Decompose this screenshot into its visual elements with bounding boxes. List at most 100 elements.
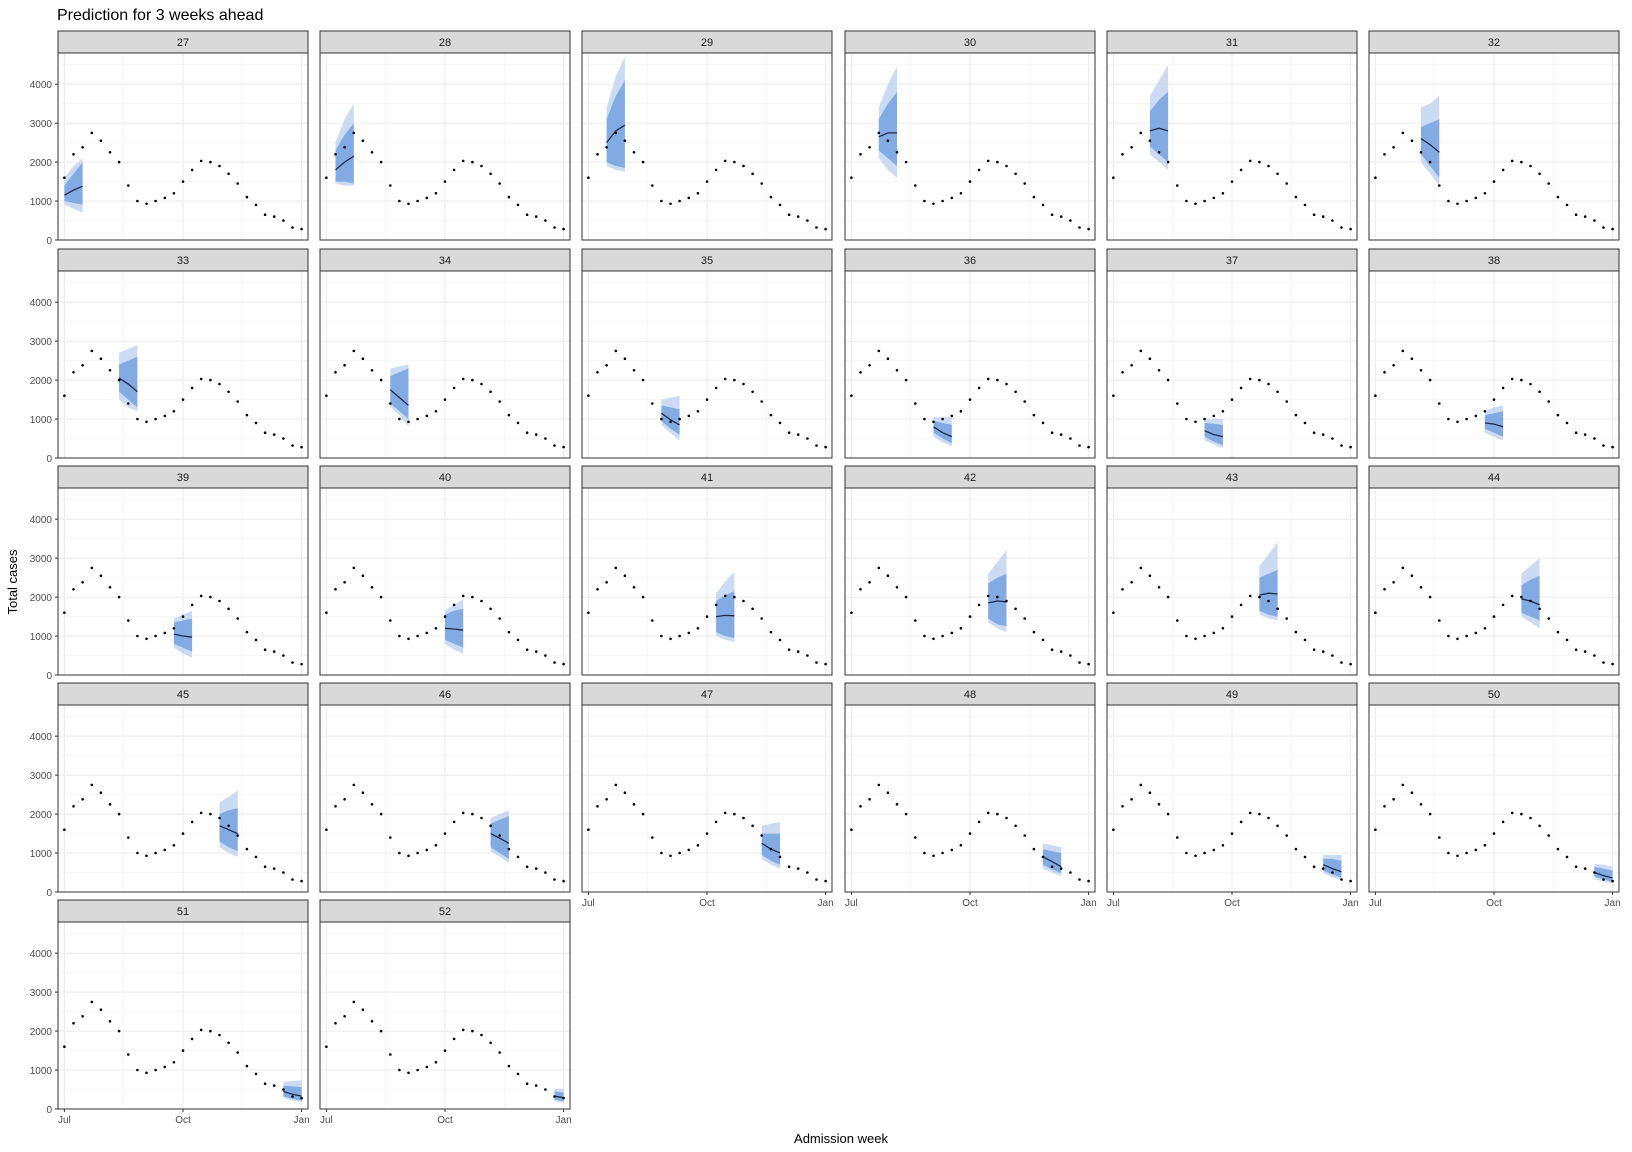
observed-point [1392, 364, 1395, 367]
observed-point [291, 226, 294, 229]
observed-point [236, 400, 239, 403]
observed-point [1112, 394, 1115, 398]
observed-point [1112, 828, 1115, 831]
observed-point [282, 871, 285, 874]
observed-point [154, 1068, 157, 1072]
observed-point [914, 836, 917, 839]
median-prediction-line [716, 614, 735, 618]
observed-point [199, 377, 203, 381]
observed-point [1203, 851, 1206, 855]
observed-point [516, 638, 520, 642]
observed-point [1059, 215, 1063, 218]
observed-point [1248, 811, 1252, 815]
observed-point [1456, 420, 1459, 424]
observed-point [1383, 588, 1386, 591]
facet-label: 30 [964, 37, 976, 49]
observed-point [199, 594, 203, 598]
observed-point [416, 851, 419, 855]
observed-point [525, 1082, 529, 1085]
observed-point [859, 588, 862, 591]
median-prediction-line [490, 833, 510, 844]
observed-point [218, 816, 221, 820]
panel-border [1368, 52, 1620, 241]
observed-point [1574, 213, 1578, 216]
observed-point [1032, 847, 1036, 851]
inner-interval-band [64, 162, 83, 205]
observed-point [425, 631, 429, 635]
observed-point [904, 812, 908, 816]
observed-point [461, 159, 465, 163]
observed-point [1501, 386, 1505, 390]
facet-panel-36: 36 [844, 248, 1096, 459]
observed-point [108, 1020, 112, 1023]
observed-point [199, 1028, 203, 1032]
observed-point [498, 400, 502, 403]
x-tick-label: Oct [962, 898, 978, 909]
facet-label: 33 [177, 255, 189, 267]
median-prediction-line [444, 627, 464, 631]
observed-point [1410, 574, 1414, 577]
observed-point [1456, 637, 1459, 641]
observed-point [544, 437, 547, 440]
observed-point [81, 1015, 84, 1018]
median-prediction-line [933, 426, 953, 438]
facet-label: 37 [1226, 255, 1238, 267]
observed-point [651, 184, 654, 187]
observed-point [904, 378, 908, 382]
observed-point [895, 151, 899, 154]
observed-point [562, 445, 565, 449]
observed-point [787, 213, 791, 216]
observed-point [641, 595, 645, 599]
observed-point [72, 588, 75, 591]
observed-point [1401, 349, 1405, 353]
inner-interval-band [1421, 119, 1440, 178]
observed-point [1474, 848, 1478, 852]
observed-point [1294, 413, 1298, 417]
observed-point [325, 1045, 328, 1048]
observed-point [1005, 816, 1008, 820]
observed-point [1529, 164, 1532, 168]
inner-interval-band [1594, 866, 1613, 882]
observed-point [660, 634, 663, 638]
observed-point [1212, 196, 1216, 200]
inner-interval-band [716, 591, 735, 638]
observed-point [996, 378, 999, 382]
observed-point [769, 630, 773, 634]
observed-point [1069, 871, 1072, 874]
observed-point [72, 1022, 75, 1025]
observed-point [525, 865, 529, 868]
facet-label: 32 [1488, 37, 1500, 49]
observed-point [245, 1064, 249, 1068]
observed-point [461, 811, 465, 815]
observed-point [1611, 662, 1614, 666]
observed-point [723, 811, 727, 815]
panel-border [319, 52, 571, 241]
observed-point [660, 199, 663, 203]
observed-point [587, 828, 590, 831]
facet-panel-28: 28 [319, 30, 571, 241]
observed-point [1574, 648, 1578, 651]
observed-point [263, 213, 267, 216]
observed-point [1285, 617, 1288, 620]
observed-point [796, 867, 800, 870]
observed-point [1465, 634, 1468, 638]
observed-point [1410, 357, 1414, 361]
observed-point [1474, 631, 1478, 635]
observed-point [325, 394, 328, 398]
observed-point [806, 219, 809, 222]
x-tick-label: Oct [175, 1115, 191, 1126]
observed-point [1447, 634, 1450, 638]
observed-point [172, 844, 176, 847]
observed-point [236, 617, 239, 620]
observed-point [796, 433, 800, 436]
observed-point [632, 586, 636, 589]
observed-point [291, 661, 294, 664]
y-tick-label: 2000 [30, 1027, 53, 1038]
observed-point [895, 803, 899, 806]
observed-point [136, 1068, 139, 1072]
observed-point [1556, 413, 1560, 417]
median-prediction-line [389, 389, 409, 406]
observed-point [361, 791, 365, 794]
inner-interval-band [390, 368, 409, 419]
